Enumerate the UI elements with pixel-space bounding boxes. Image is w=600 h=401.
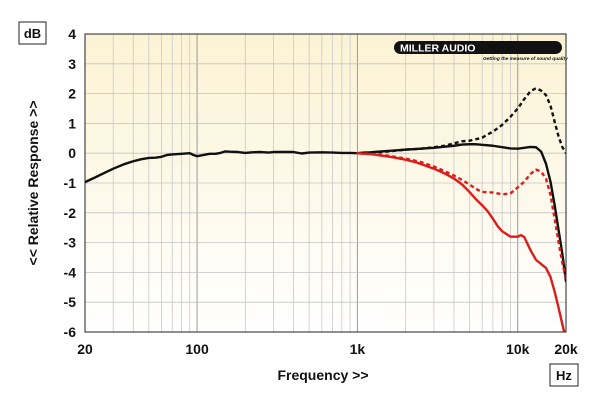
- logo-tagline: Getting the measure of sound quality: [483, 56, 568, 62]
- y-tick-label: -5: [64, 294, 77, 310]
- y-tick-label: -3: [64, 235, 77, 251]
- x-unit-label: Hz: [556, 368, 572, 383]
- y-tick-label: -1: [64, 175, 77, 191]
- logo-bar: [394, 41, 562, 54]
- x-tick-label: 20: [77, 341, 93, 357]
- y-tick-label: -4: [64, 264, 77, 280]
- series-line-4-dashed: [357, 152, 566, 279]
- x-unit-box: Hz: [549, 363, 579, 387]
- series-line-1-solid: [85, 143, 566, 283]
- y-unit-label: dB: [24, 26, 41, 41]
- x-tick-label: 1k: [350, 341, 366, 357]
- series-layer: [85, 87, 566, 332]
- x-tick-label: 100: [185, 341, 209, 357]
- x-tick-label: 10k: [506, 341, 530, 357]
- y-tick-label: -6: [64, 324, 77, 340]
- y-tick-labels: 4 3 2 1 0 -1 -2 -3 -4 -5 -6: [64, 26, 77, 340]
- y-tick-label: 4: [68, 26, 76, 42]
- x-tick-label: 20k: [554, 341, 578, 357]
- y-tick-label: 3: [68, 56, 76, 72]
- y-axis-title: << Relative Response >>: [25, 101, 41, 266]
- grid-lines: [85, 34, 566, 332]
- y-tick-label: -2: [64, 205, 77, 221]
- series-line-2-dashed: [357, 87, 566, 155]
- x-axis-title: Frequency >>: [277, 367, 368, 383]
- y-unit-box: dB: [18, 21, 47, 45]
- logo: MILLER AUDIO RESEARCH Getting the measur…: [394, 41, 568, 62]
- y-tick-label: 0: [68, 145, 76, 161]
- plot-frame: [84, 33, 567, 333]
- logo-side-text: RESEARCH: [488, 44, 544, 55]
- y-tick-label: 1: [68, 115, 76, 131]
- y-tick-label: 2: [68, 86, 76, 102]
- x-tick-labels: 20 100 1k 10k 20k: [77, 341, 578, 357]
- logo-main-text: MILLER AUDIO: [400, 43, 475, 55]
